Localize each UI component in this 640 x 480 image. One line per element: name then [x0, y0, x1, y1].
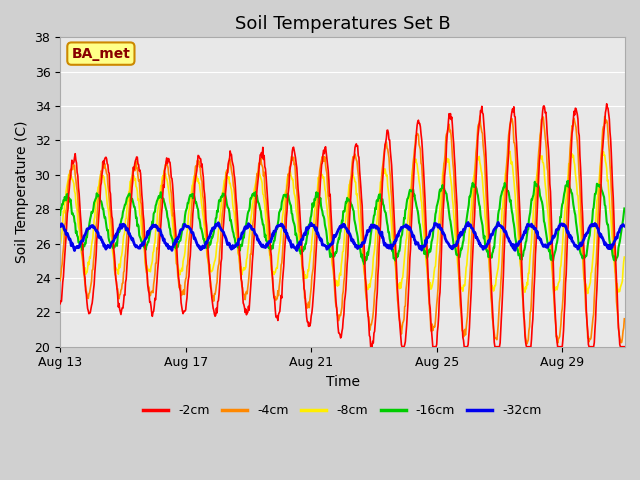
Y-axis label: Soil Temperature (C): Soil Temperature (C) — [15, 121, 29, 263]
Legend: -2cm, -4cm, -8cm, -16cm, -32cm: -2cm, -4cm, -8cm, -16cm, -32cm — [138, 399, 547, 422]
Text: BA_met: BA_met — [72, 47, 131, 60]
X-axis label: Time: Time — [326, 375, 360, 389]
Title: Soil Temperatures Set B: Soil Temperatures Set B — [235, 15, 451, 33]
